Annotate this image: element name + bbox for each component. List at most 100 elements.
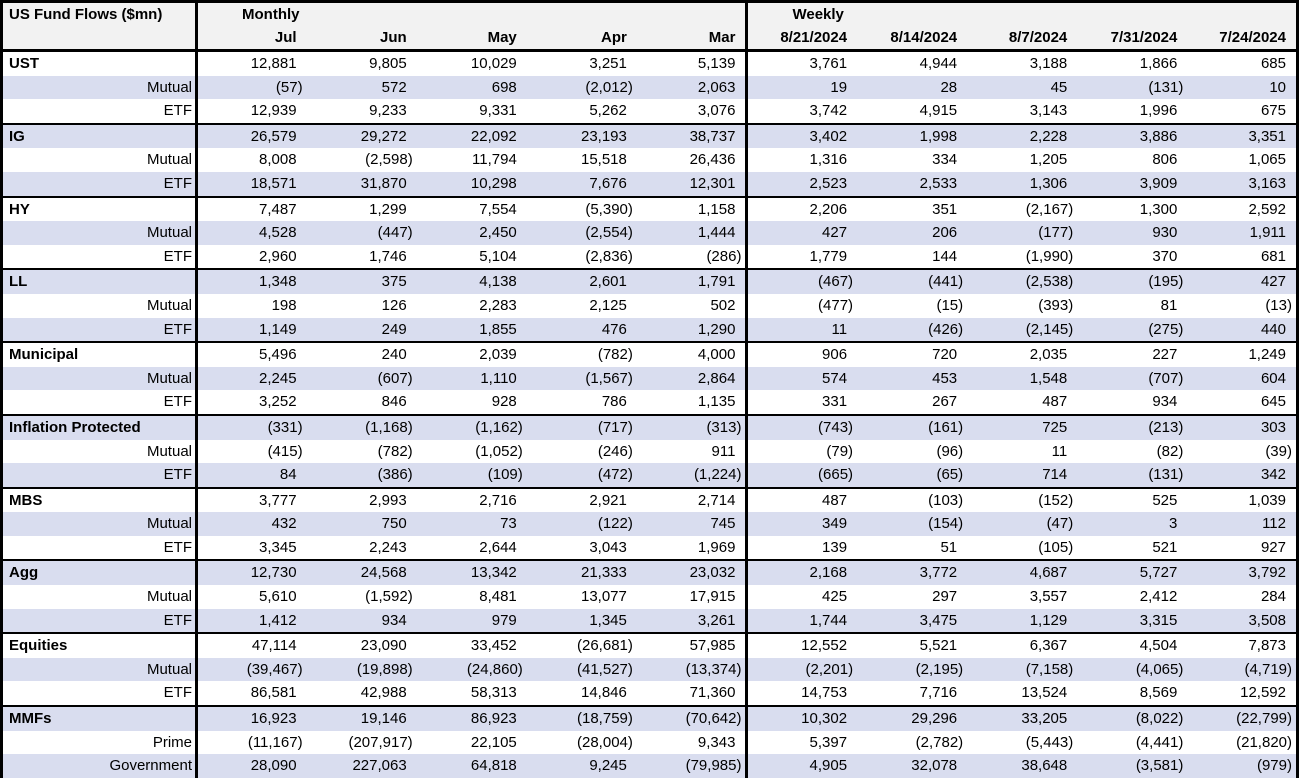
value-cell: 425 <box>746 585 858 609</box>
value-cell: (426) <box>857 317 968 343</box>
value-cell: 23,193 <box>526 122 637 149</box>
value-cell: 574 <box>746 366 858 391</box>
value-cell: 31,870 <box>306 171 417 197</box>
value-cell: 934 <box>1077 390 1188 415</box>
value-cell: (21,820) <box>1187 730 1298 755</box>
value-cell: 71,360 <box>636 681 749 707</box>
value-cell: (13) <box>1187 293 1298 318</box>
value-cell: 720 <box>857 341 968 367</box>
value-cell: (2,195) <box>857 657 968 682</box>
value-cell: 3,351 <box>1187 122 1298 149</box>
group-label: Equities <box>1 632 198 658</box>
value-cell: 58,313 <box>416 681 527 707</box>
value-cell: (79,985) <box>636 754 749 778</box>
value-cell: 4,138 <box>416 268 527 294</box>
value-cell: 6,367 <box>967 632 1078 658</box>
value-cell: 2,592 <box>1187 195 1298 222</box>
value-cell: 370 <box>1077 244 1188 270</box>
value-cell: 9,343 <box>636 730 749 755</box>
value-cell: (2,012) <box>526 75 637 100</box>
value-cell: (393) <box>967 293 1078 318</box>
sub-row: Mutual 5,610 (1,592) 8,481 13,077 17,915 425 29… <box>1 585 1298 609</box>
value-cell: 1,065 <box>1187 148 1298 172</box>
value-cell: 681 <box>1187 244 1298 270</box>
sub-row: ETF 86,581 42,988 58,313 14,846 71,360 14,753 7… <box>1 681 1298 707</box>
value-cell: 979 <box>416 608 527 634</box>
value-cell: 3,143 <box>967 99 1078 124</box>
value-cell: (386) <box>306 463 417 488</box>
value-cell: 29,272 <box>306 122 417 149</box>
value-cell: 3,772 <box>857 559 968 586</box>
value-cell: 22,092 <box>416 122 527 149</box>
value-cell: 3,475 <box>857 608 968 634</box>
value-cell: 502 <box>636 293 749 318</box>
value-cell: 750 <box>306 512 417 536</box>
value-cell: 1,299 <box>306 195 417 222</box>
value-cell: (26,681) <box>526 632 637 658</box>
value-cell: 4,687 <box>967 559 1078 586</box>
value-cell: 1,969 <box>636 535 749 561</box>
sub-row: Prime (11,167) (207,917) 22,105 (28,004) 9,34… <box>1 730 1298 755</box>
column-header-Jun: Jun <box>306 26 417 52</box>
value-cell: 331 <box>746 390 858 415</box>
group-row-ig: IG 26,579 29,272 22,092 23,193 38,737 3,402 1,9… <box>1 122 1298 149</box>
value-cell: 12,939 <box>196 99 307 124</box>
value-cell: (2,201) <box>746 657 858 682</box>
value-cell: 38,737 <box>636 122 749 149</box>
value-cell: 911 <box>636 439 749 464</box>
value-cell: (70,642) <box>636 705 749 731</box>
value-cell: (477) <box>746 293 858 318</box>
value-cell: (2,782) <box>857 730 968 755</box>
value-cell: 13,524 <box>967 681 1078 707</box>
value-cell: 645 <box>1187 390 1298 415</box>
value-cell: 81 <box>1077 293 1188 318</box>
value-cell: (1,990) <box>967 244 1078 270</box>
group-row-mbs: MBS 3,777 2,993 2,716 2,921 2,714 487 (103) (152… <box>1 486 1298 513</box>
value-cell: 3,777 <box>196 486 307 513</box>
row-label: Mutual <box>1 148 198 172</box>
value-cell: 51 <box>857 535 968 561</box>
value-cell: 2,039 <box>416 341 527 367</box>
table-body: UST 12,881 9,805 10,029 3,251 5,139 3,761 4,944… <box>1 49 1298 778</box>
value-cell: (96) <box>857 439 968 464</box>
value-cell: 2,993 <box>306 486 417 513</box>
group-label: Agg <box>1 559 198 586</box>
value-cell: 5,727 <box>1077 559 1188 586</box>
value-cell: 3,252 <box>196 390 307 415</box>
value-cell: (152) <box>967 486 1078 513</box>
value-cell: (467) <box>746 268 858 294</box>
value-cell: (1,052) <box>416 439 527 464</box>
value-cell: 5,521 <box>857 632 968 658</box>
value-cell: 28,090 <box>196 754 307 778</box>
value-cell: (15) <box>857 293 968 318</box>
value-cell: 3,402 <box>746 122 858 149</box>
row-label: Prime <box>1 730 198 755</box>
value-cell: 714 <box>967 463 1078 488</box>
value-cell: 846 <box>306 390 417 415</box>
value-cell: 18,571 <box>196 171 307 197</box>
value-cell: 906 <box>746 341 858 367</box>
value-cell: (41,527) <box>526 657 637 682</box>
value-cell: 8,569 <box>1077 681 1188 707</box>
value-cell: 934 <box>306 608 417 634</box>
value-cell: (109) <box>416 463 527 488</box>
value-cell: 1,039 <box>1187 486 1298 513</box>
group-row-agg: Agg 12,730 24,568 13,342 21,333 23,032 2,168 3,… <box>1 559 1298 586</box>
value-cell: 33,452 <box>416 632 527 658</box>
value-cell: 7,554 <box>416 195 527 222</box>
row-label: ETF <box>1 608 198 634</box>
value-cell: 10 <box>1187 75 1298 100</box>
value-cell: 86,581 <box>196 681 307 707</box>
value-cell: 2,644 <box>416 535 527 561</box>
value-cell: 14,846 <box>526 681 637 707</box>
value-cell: 2,283 <box>416 293 527 318</box>
value-cell: 24,568 <box>306 559 417 586</box>
value-cell: (65) <box>857 463 968 488</box>
value-cell: (275) <box>1077 317 1188 343</box>
value-cell: 1,316 <box>746 148 858 172</box>
value-cell: 23,032 <box>636 559 749 586</box>
value-cell: 1,548 <box>967 366 1078 391</box>
value-cell: 525 <box>1077 486 1188 513</box>
